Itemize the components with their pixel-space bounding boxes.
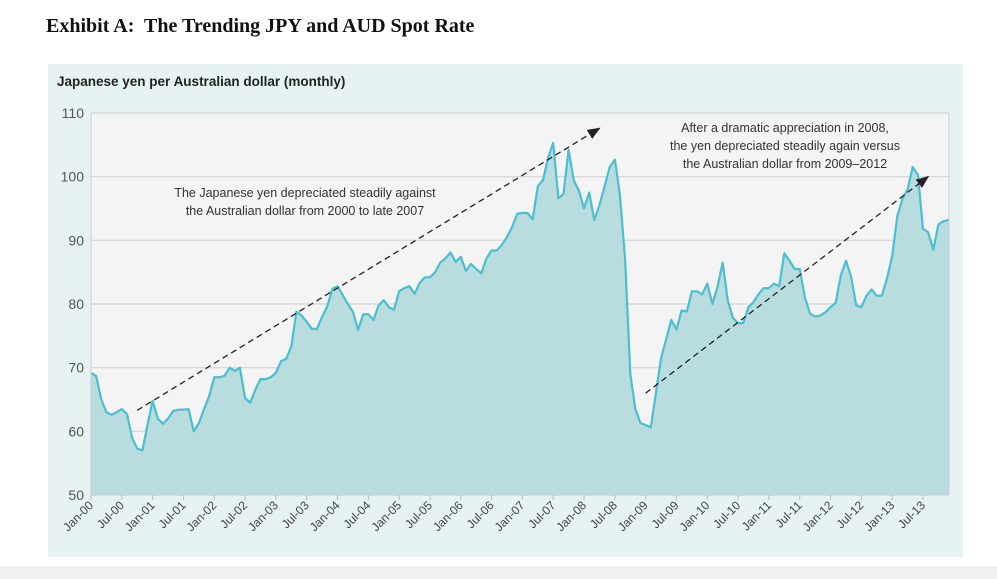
- x-tick-label: Jul-13: [895, 498, 928, 531]
- x-tick-label: Jul-08: [587, 498, 620, 531]
- x-tick-label: Jan-06: [430, 498, 466, 534]
- x-tick-label: Jan-07: [492, 498, 528, 534]
- x-tick-label: Jul-06: [464, 498, 497, 531]
- chart-title: Japanese yen per Australian dollar (mont…: [57, 74, 345, 89]
- x-tick-label: Jan-09: [615, 498, 651, 534]
- annotation-1-line-2: the Australian dollar from 2000 to late …: [186, 204, 424, 218]
- y-tick-label: 110: [62, 105, 85, 121]
- data-line: [90, 141, 949, 452]
- x-tick-label: Jan-00: [60, 498, 96, 534]
- x-tick-label: Jul-01: [156, 498, 189, 531]
- x-tick-label: Jan-08: [553, 498, 589, 534]
- x-tick-label: Jul-10: [710, 498, 743, 531]
- x-tick-label: Jan-03: [245, 498, 281, 534]
- x-tick-label: Jul-07: [525, 498, 558, 531]
- y-tick-label: 100: [61, 169, 85, 185]
- x-tick-label: Jan-02: [184, 498, 220, 534]
- area-fill: [91, 142, 949, 495]
- annotation-2-line-3: the Australian dollar from 2009–2012: [683, 157, 887, 171]
- y-tick-label: 60: [68, 423, 84, 439]
- bottom-strip: [0, 566, 997, 579]
- x-tick-label: Jul-04: [340, 498, 373, 531]
- x-tick-label: Jan-05: [368, 498, 404, 534]
- y-tick-label: 50: [68, 487, 84, 503]
- x-tick-label: Jan-01: [122, 498, 158, 534]
- x-tick-label: Jul-12: [833, 498, 866, 531]
- trend-arrow-1: [136, 127, 601, 411]
- x-tick-label: Jan-13: [861, 498, 897, 534]
- annotation-2-line-1: After a dramatic appreciation in 2008,: [681, 121, 889, 135]
- x-tick-label: Jul-00: [94, 498, 127, 531]
- annotation-1-line-1: The Japanese yen depreciated steadily ag…: [174, 186, 436, 200]
- x-tick-label: Jan-11: [739, 498, 774, 533]
- x-tick-label: Jul-03: [279, 498, 312, 531]
- x-tick-label: Jul-09: [649, 498, 682, 531]
- y-tick-label: 90: [68, 232, 84, 248]
- x-tick-label: Jan-10: [677, 498, 713, 534]
- x-tick-label: Jan-04: [307, 498, 343, 534]
- y-tick-label: 70: [68, 360, 84, 376]
- y-tick-label: 80: [68, 296, 84, 312]
- exhibit-title: Exhibit A: The Trending JPY and AUD Spot…: [46, 15, 475, 37]
- x-tick-label: Jul-05: [402, 498, 435, 531]
- x-tick-label: Jul-02: [217, 498, 250, 531]
- x-tick-label: Jan-12: [800, 498, 836, 534]
- annotation-2-line-2: the yen depreciated steadily again versu…: [670, 139, 900, 153]
